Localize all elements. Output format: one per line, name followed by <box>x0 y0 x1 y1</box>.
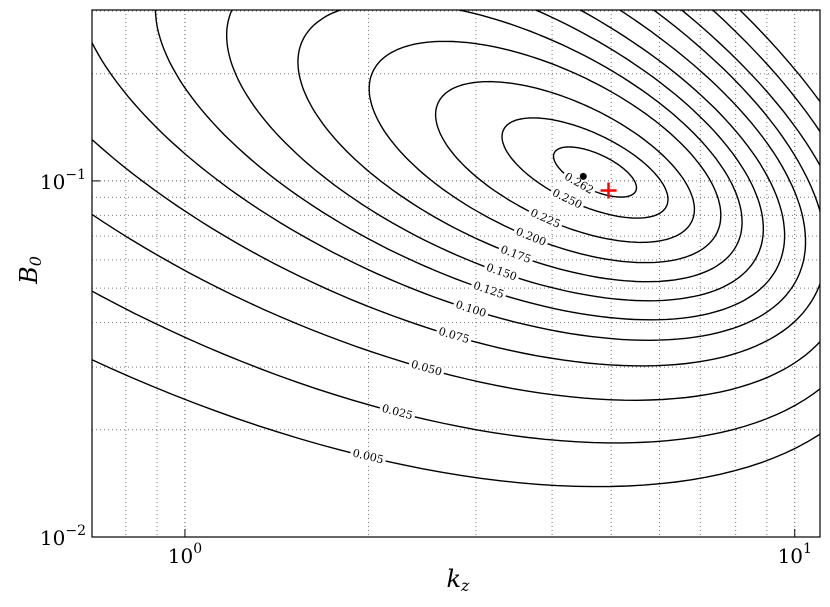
contour-label: 0.200 <box>514 225 548 249</box>
contour-line <box>92 10 820 488</box>
contour-label-bg <box>378 402 417 423</box>
dot-marker <box>579 172 587 180</box>
x-tick-label: 101 <box>778 541 812 568</box>
tick-base: 10 <box>40 169 65 193</box>
contour-label: 0.025 <box>380 402 414 422</box>
contour-line <box>154 10 786 321</box>
contour-label-bg <box>526 206 565 232</box>
contour-line <box>92 10 820 444</box>
contour-label-bg <box>349 446 387 468</box>
contour-label: 0.225 <box>528 206 562 231</box>
tick-exp: −1 <box>65 167 86 183</box>
contour-line <box>368 40 722 264</box>
plus-marker <box>600 182 617 199</box>
contour-label-bg <box>407 358 446 380</box>
tick-exp: 1 <box>803 541 812 557</box>
contour-label: 0.100 <box>454 298 488 320</box>
contour-label-bg <box>434 325 473 347</box>
y-label-main: B <box>15 266 43 285</box>
contour-label-bg <box>482 260 521 285</box>
tick-base: 10 <box>168 544 193 568</box>
contour-label-bg <box>548 186 586 213</box>
x-axis-label: kz <box>447 565 471 595</box>
tick-exp: −2 <box>65 523 86 539</box>
contour-label-bg <box>511 225 550 250</box>
y-tick-label: 10−1 <box>40 167 86 194</box>
x-label-main: k <box>447 565 462 593</box>
contour-label: 0.005 <box>351 446 385 466</box>
tick-base: 10 <box>778 544 803 568</box>
contour-line <box>501 117 669 219</box>
contour-line <box>92 10 820 402</box>
contour-line <box>226 10 764 302</box>
plot-frame <box>91 9 821 538</box>
x-tick-label: 100 <box>168 541 202 568</box>
y-tick-label: 10−2 <box>40 523 86 550</box>
contour-label: 0.075 <box>437 325 471 346</box>
contour-label-bg <box>560 169 598 199</box>
contour-line <box>297 10 743 283</box>
contour-label: 0.150 <box>485 261 519 284</box>
contour-label-bg <box>451 298 490 321</box>
contour-label: 0.050 <box>410 358 444 379</box>
contour-label-bg <box>469 279 508 302</box>
y-axis-label: B0 <box>15 256 45 285</box>
contour-line <box>434 80 696 244</box>
tick-exp: 0 <box>193 541 202 557</box>
x-label-sub: z <box>460 576 470 595</box>
y-label-sub: 0 <box>26 256 45 266</box>
tick-base: 10 <box>40 526 65 550</box>
contour-line <box>92 10 820 367</box>
contour-label-bg <box>496 243 535 267</box>
contour-label: 0.125 <box>472 279 506 301</box>
contour-line <box>92 10 807 342</box>
contours <box>92 10 820 488</box>
contour-label: 0.175 <box>499 243 533 266</box>
